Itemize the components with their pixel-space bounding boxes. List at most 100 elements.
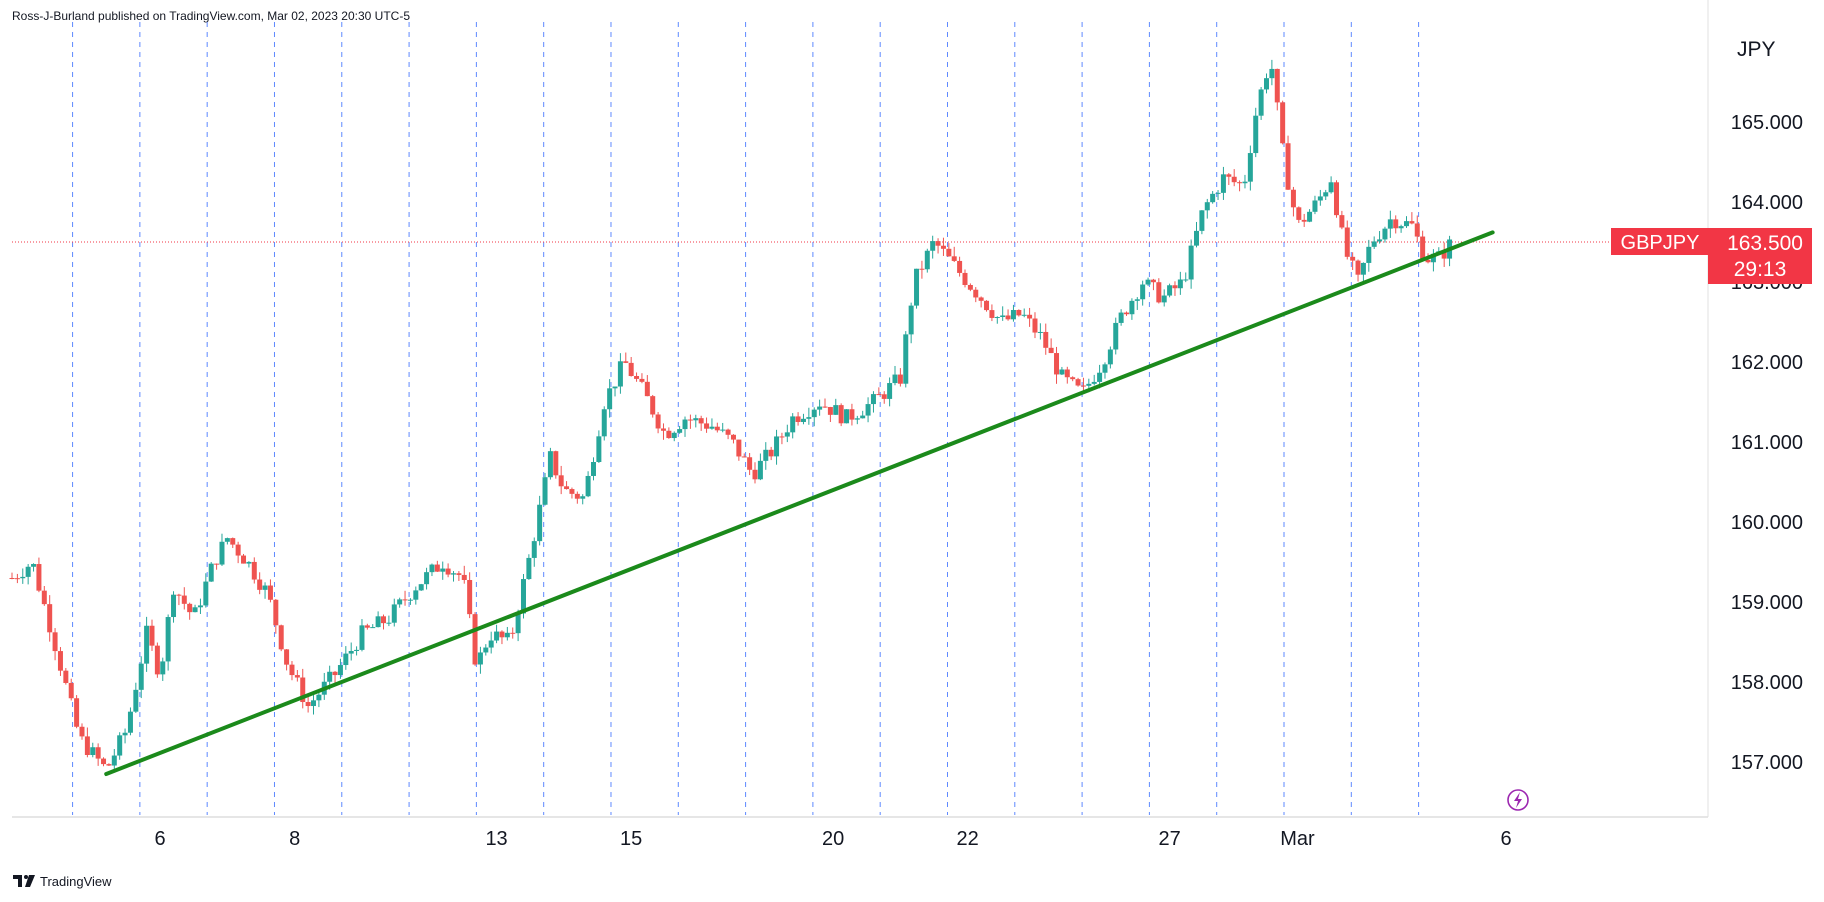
y-tick-label: 160.000 [1731,512,1803,534]
candle-body [154,645,160,675]
candle-body [25,566,31,577]
lightning-icon[interactable] [1507,789,1529,811]
candle-body [1075,379,1081,386]
candle-body [865,404,871,416]
candle-body [1177,279,1183,289]
candle-body [1253,115,1259,154]
candle-body [106,764,112,766]
currency-label: JPY [1737,38,1776,61]
candle-body [984,300,990,311]
candle-body [1188,245,1194,280]
candle-body [1097,372,1103,382]
candle-body [364,625,370,628]
candle-body [887,383,893,399]
candle-body [800,418,806,422]
candle-body [127,711,133,733]
candle-body [381,616,387,624]
candle-body [1204,202,1210,211]
candle-body [650,396,656,415]
candle-body [957,260,963,273]
candle-body [332,671,338,676]
x-tick-label: 6 [1501,828,1512,850]
candle-body [1183,279,1189,281]
y-tick-label: 165.000 [1731,112,1803,134]
candle-body [246,561,252,564]
candle-body [1000,315,1006,318]
candles [9,59,1453,772]
candle-body [181,595,187,604]
candle-body [1199,210,1205,231]
y-tick-label: 164.000 [1731,192,1803,214]
price-tag-bg [1708,228,1812,284]
candle-body [1194,230,1200,246]
candle-body [370,627,376,629]
candle-body [596,436,602,462]
candle-body [644,381,650,397]
price-tag: GBPJPY 163.500 29:13 [1611,228,1812,284]
candle-body [628,362,634,377]
candle-body [1355,260,1361,275]
candle-body [413,590,419,600]
candle-body [908,305,914,335]
candle-body [714,426,720,431]
candle-body [660,428,666,431]
candle-body [1118,312,1124,323]
candle-body [1027,314,1033,319]
trendline[interactable] [104,230,1495,776]
candle-body [197,605,203,608]
candle-body [1242,181,1248,184]
candle-body [294,675,300,678]
candle-body [133,689,139,712]
candle-body [854,418,860,420]
candle-body [1107,349,1113,365]
candle-body [806,417,812,419]
candle-body [391,604,397,623]
candle-body [450,573,456,575]
candle-body [1010,309,1016,320]
candle-body [655,414,661,429]
candle-body [316,694,322,701]
candle-body [736,439,742,457]
candle-body [601,409,607,437]
candle-body [171,594,177,618]
candle-body [311,700,317,707]
candle-body [9,578,15,579]
candle-body [876,394,882,396]
candle-body [795,416,801,422]
candle-body [1290,189,1296,208]
candle-body [515,613,521,634]
candle-body [149,625,155,646]
candle-body [375,616,381,628]
candle-body [741,456,747,458]
candle-body [639,378,645,382]
candle-body [36,564,42,591]
candle-body [1350,256,1356,261]
candle-body [580,496,586,499]
candle-body [978,297,984,301]
candle-body [962,272,968,285]
candle-body [547,451,553,478]
candle-body [1307,211,1313,222]
candle-body [1409,221,1415,224]
candle-body [827,407,833,415]
candle-body [1285,143,1291,190]
x-tick-label: 15 [620,828,642,850]
candle-body [467,579,473,615]
candle-body [757,460,763,480]
candle-body [747,457,753,470]
candle-body [914,268,920,306]
candle-body [117,735,123,756]
candle-body [607,388,613,410]
y-tick-label: 162.000 [1731,352,1803,374]
candle-body [41,590,47,605]
candle-body [1258,89,1264,116]
candle-body [402,599,408,601]
candle-body [1172,285,1178,289]
session-dividers [72,22,1420,815]
candle-body [1425,259,1431,263]
candle-body [784,432,790,437]
candle-body [687,419,693,421]
candle-body [1086,383,1092,386]
candle-body [860,415,866,419]
